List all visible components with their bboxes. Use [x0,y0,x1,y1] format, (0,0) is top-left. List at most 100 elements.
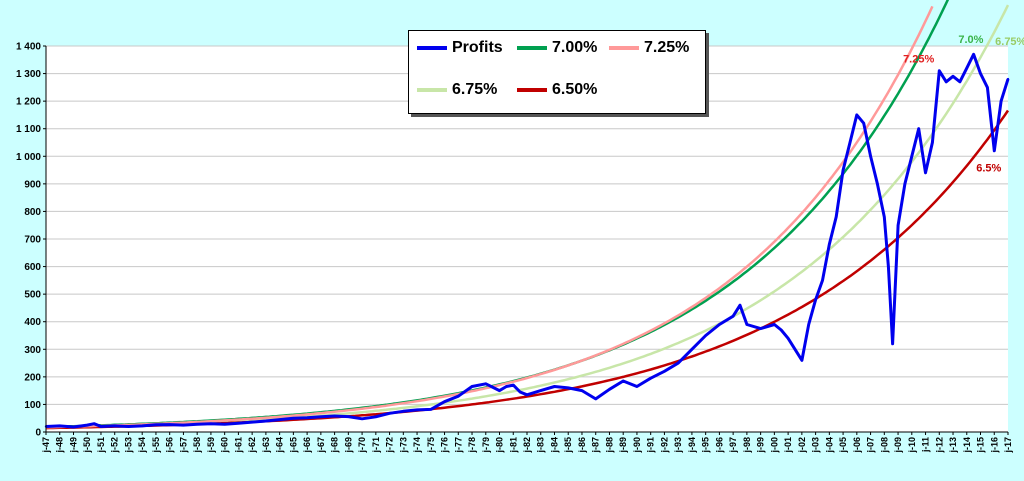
profits-point [663,370,666,373]
legend-item-7-25: 7.25% [609,37,689,59]
profits-point [457,395,460,398]
profits-point [278,418,281,421]
profits-point [883,215,886,219]
x-tick-label: j-61 [233,437,243,454]
x-tick-label: j-65 [288,437,298,454]
x-tick-label: j-52 [110,437,120,454]
profits-point [580,389,584,392]
profits-point [347,415,350,418]
profits-point [999,99,1003,103]
profits-point [965,66,968,70]
x-tick-label: j-72 [385,437,395,454]
profits-point [903,182,907,186]
legend-item-7-00: 7.00% [517,37,597,59]
profits-point [154,423,158,426]
x-tick-label: j-50 [82,437,92,454]
profits-point [168,423,171,426]
x-tick-label: j-11 [921,437,931,453]
profits-point [305,416,309,419]
x-tick-label: j-95 [701,437,711,454]
profits-point [896,224,900,227]
x-tick-label: j-13 [948,437,958,454]
x-tick-label: j-60 [220,437,230,454]
profits-point [738,304,742,307]
profits-point [429,408,432,411]
x-tick-label: j-54 [137,437,147,454]
x-tick-label: j-75 [426,437,436,454]
legend-label-6-75: 6.75% [452,81,498,98]
annotations: 7.0% 6.75% 7.25% 6.5% [903,34,1024,174]
x-tick-label: j-90 [632,437,642,454]
profits-point [518,390,522,394]
profits-point [237,422,240,425]
profits-point [635,385,639,388]
profits-point [594,397,597,401]
x-tick-label: j-08 [879,437,889,454]
profits-point [773,323,776,326]
legend-swatch-6-50 [517,88,547,92]
profits-point [993,149,996,152]
series-layer [44,0,1010,430]
profits-point [759,327,762,330]
x-tick-label: j-00 [769,437,779,454]
x-tick-label: j-96 [714,437,724,454]
x-tick-label: j-49 [68,437,78,454]
profits-point [374,415,377,418]
legend-label-profits: Profits [452,39,503,56]
x-tick-label: j-99 [756,437,766,454]
legend-item-6-75: 6.75% [417,79,497,101]
profits-point [869,155,872,158]
x-tick-label: j-91 [646,437,656,454]
series-line-7-25- [46,5,934,429]
profits-point [841,168,845,172]
profits-point [862,122,865,125]
profits-point [807,323,810,326]
profits-point [113,424,116,428]
profits-point [876,182,879,186]
profits-point [910,155,913,158]
profits-point [505,385,508,388]
profits-point [443,400,446,403]
y-tick-label: 400 [24,317,41,328]
legend-swatch-6-75 [417,88,447,92]
x-tick-label: j-14 [962,437,972,454]
x-tick-label: j-73 [398,437,408,454]
profits-point [92,422,96,425]
annotation-label: 7.25% [903,54,934,66]
x-tick-label: j-67 [316,437,326,454]
profits-point [821,279,824,282]
profits-point [525,393,529,396]
profits-point [1006,77,1010,81]
legend-label-7-25: 7.25% [644,39,690,56]
profits-point [402,410,405,413]
x-tick-label: j-94 [687,437,697,454]
legend-label-6-50: 6.50% [552,81,598,98]
legend-swatch-7-25 [609,46,639,50]
profits-point [986,86,989,89]
x-tick-label: j-02 [797,437,807,454]
x-tick-label: j-87 [591,437,601,454]
x-tick-label: j-97 [728,437,738,454]
x-tick-label: j-92 [659,437,669,454]
profits-point [924,171,927,174]
profits-point [848,141,852,144]
profits-point [127,425,130,428]
profits-point [793,348,797,351]
profits-point [917,127,920,130]
y-tick-label: 1 400 [16,42,41,53]
profits-point [649,377,652,380]
x-tick-label: j-68 [330,437,340,454]
profits-point [814,298,817,301]
y-tick-label: 1 000 [16,152,41,163]
profits-point [931,141,934,144]
x-tick-label: j-51 [96,437,106,454]
profits-point [677,361,680,365]
legend: Profits 7.00% 7.25% 6.75% 6.50% [408,30,706,114]
profits-point [828,243,831,246]
profits-point [223,423,226,426]
x-tick-label: j-55 [151,437,161,454]
x-tick-label: j-76 [440,437,450,454]
profits-point [498,389,501,392]
profits-point [292,417,295,420]
